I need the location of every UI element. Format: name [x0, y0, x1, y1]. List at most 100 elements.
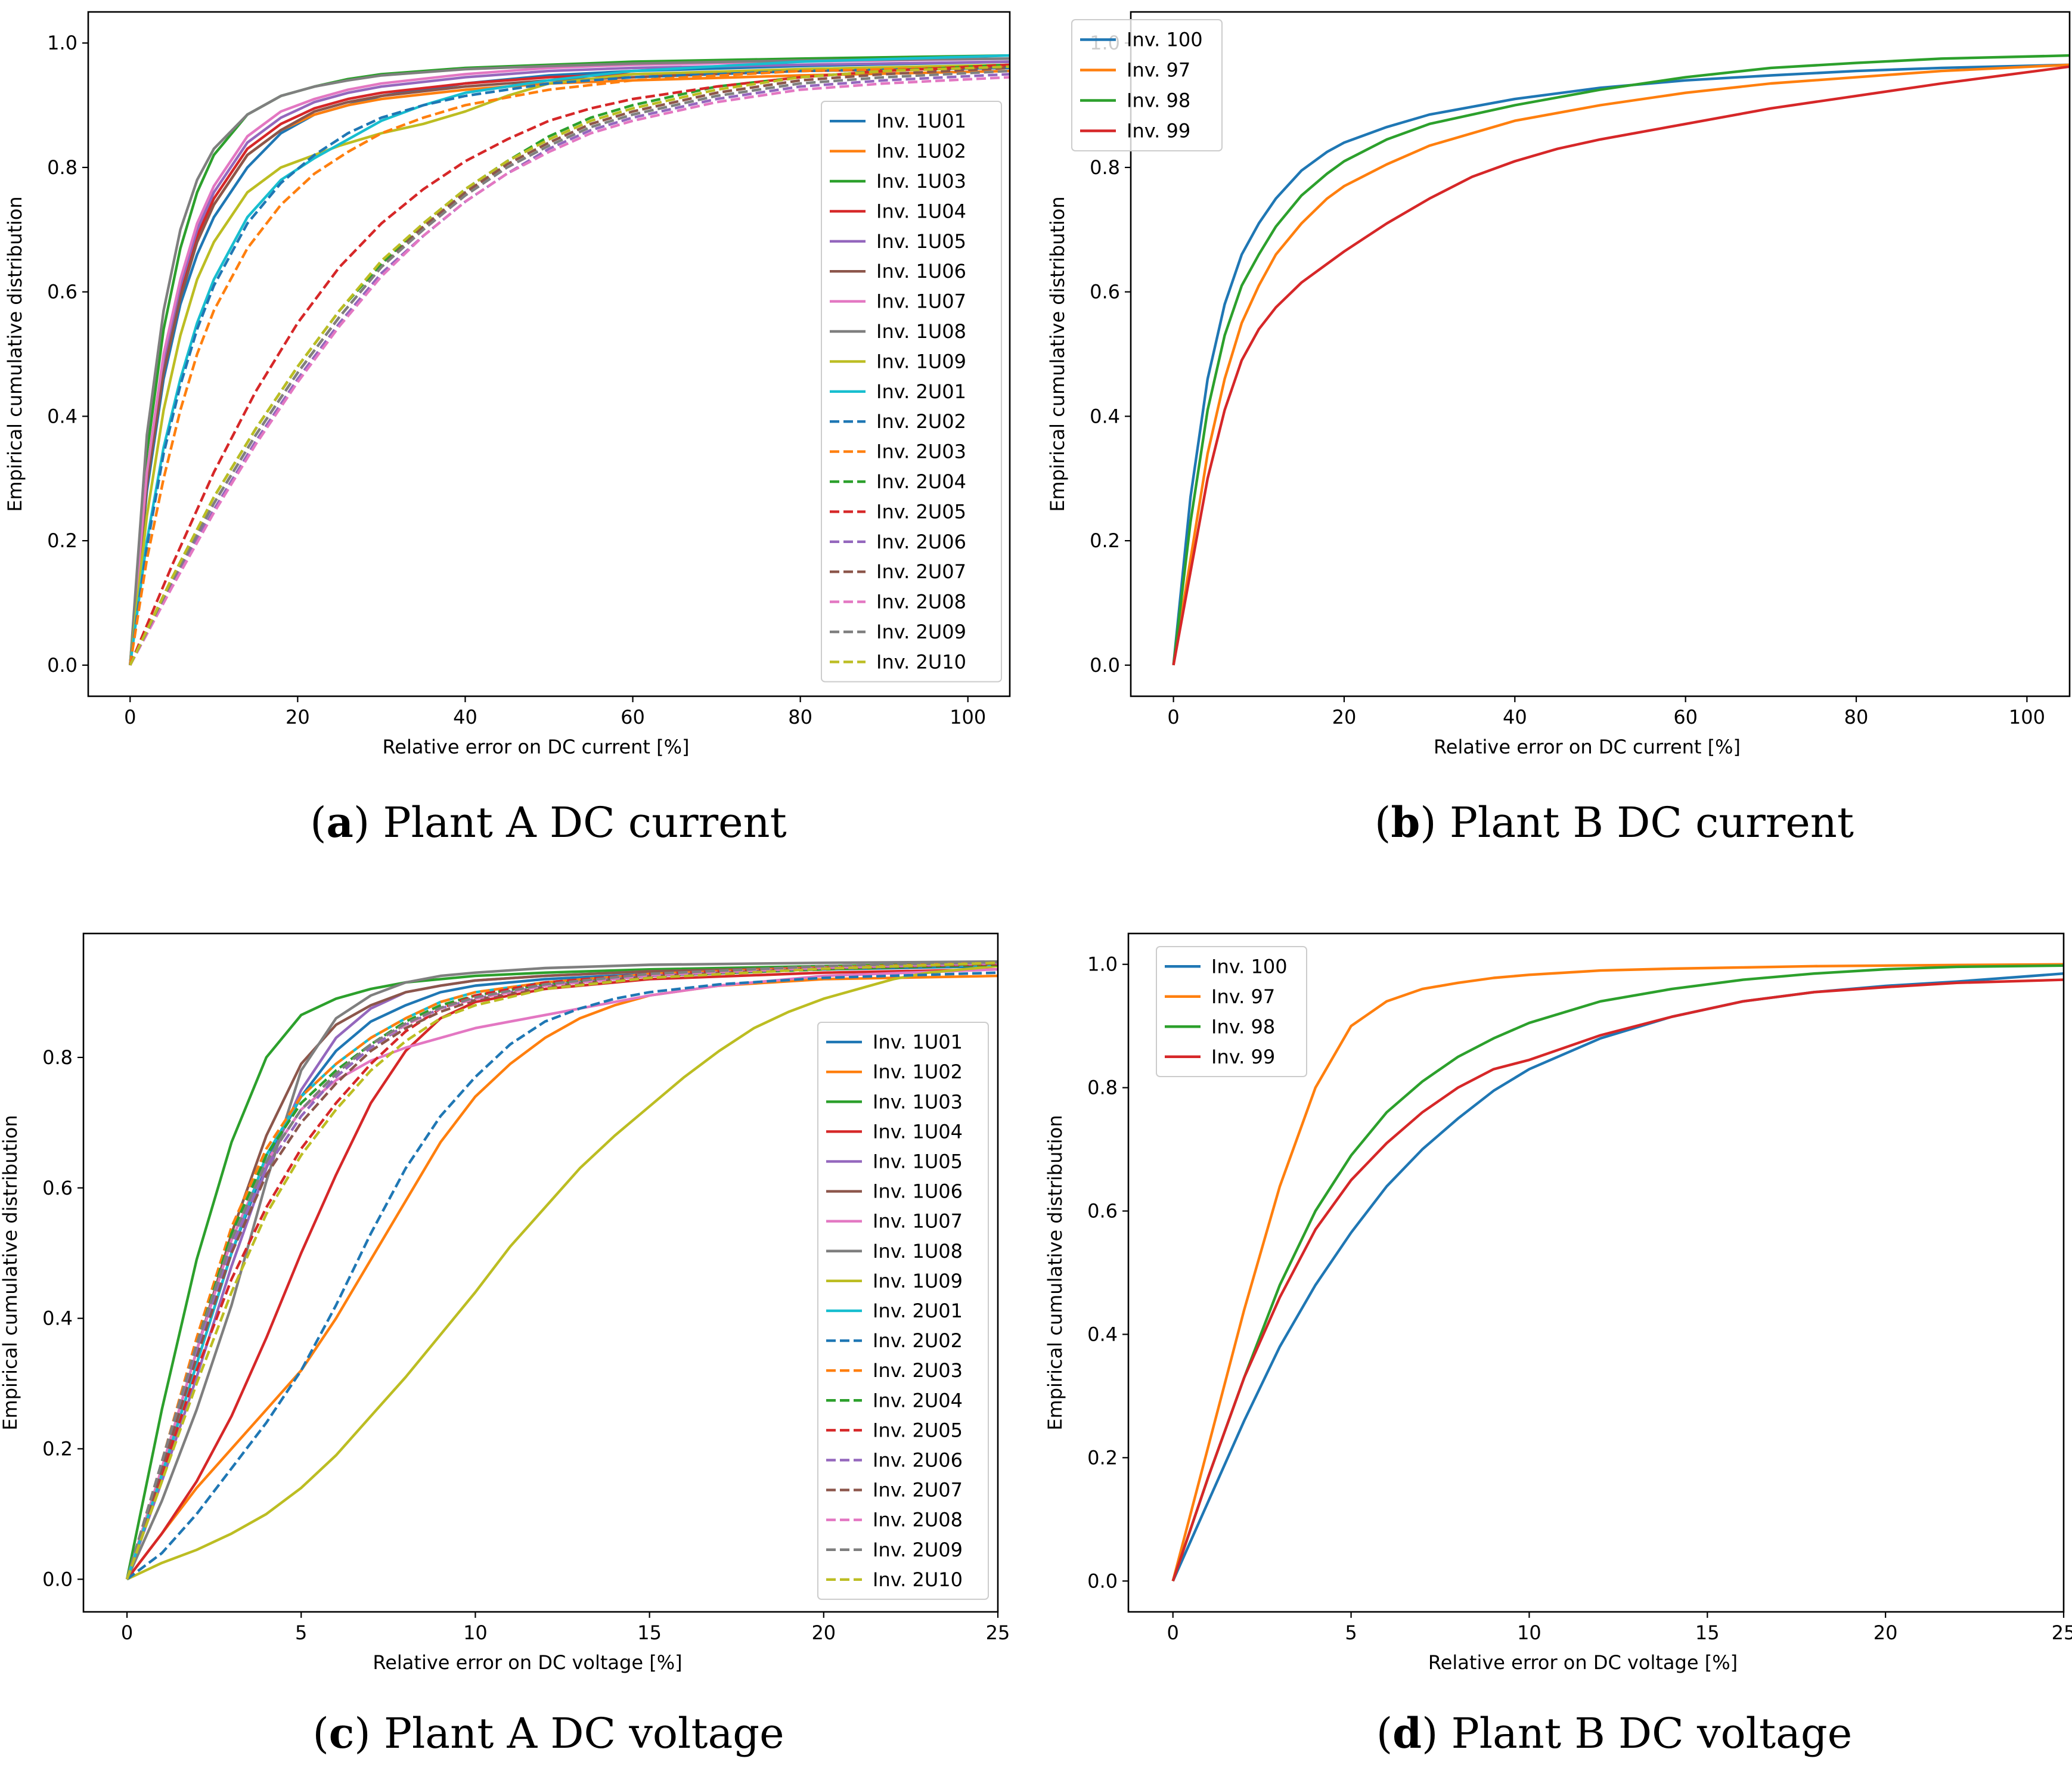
y-tick-label: 0.2: [1087, 1446, 1118, 1469]
series-line-inv-1u07: [129, 57, 1010, 665]
legend-label: Inv. 2U02: [876, 410, 966, 433]
legend-label: Inv. 1U05: [873, 1150, 963, 1173]
y-tick-label: 0.6: [42, 1177, 73, 1199]
y-tick-label: 0.8: [47, 156, 77, 179]
x-tick-label: 80: [1844, 706, 1869, 728]
legend: Inv. 100 Inv. 97 Inv. 98 Inv. 99: [1071, 19, 1223, 151]
series-line-inv-2u05: [129, 63, 1010, 666]
series-group: [1172, 54, 2070, 666]
series-line-inv-2u10: [129, 65, 1010, 666]
series-line-inv-98: [1171, 964, 2064, 1582]
x-tick-label: 40: [453, 706, 477, 728]
series-line-inv-97: [1172, 63, 2070, 666]
legend-label: Inv. 2U01: [876, 380, 966, 403]
legend-box: [817, 1022, 989, 1600]
legend-label: Inv. 100: [1127, 29, 1203, 51]
x-tick-label: 25: [2052, 1621, 2072, 1644]
x-tick-label: 20: [811, 1621, 836, 1644]
legend-label: Inv. 1U07: [873, 1210, 963, 1233]
legend-label: Inv. 1U09: [873, 1270, 963, 1292]
legend-label: Inv. 1U04: [873, 1120, 963, 1143]
caption-letter-b: b: [1391, 798, 1420, 847]
legend: Inv. 1U01 Inv. 1U02 Inv. 1U03 Inv. 1U04 Inv.…: [821, 101, 1002, 683]
legend-label: Inv. 1U03: [873, 1090, 963, 1113]
legend-label: Inv. 2U05: [876, 500, 966, 523]
caption-d: (d) Plant B DC voltage: [1376, 1708, 1853, 1758]
legend-label: Inv. 2U06: [876, 531, 966, 553]
panel-a: 0 20 40 60 80 100 0.0 0.2 0.4 0.6 0.8 1.0 Relative e…: [0, 0, 1036, 887]
series-line-inv-99: [1171, 978, 2064, 1582]
y-tick-label: 0.4: [1087, 1323, 1118, 1345]
y-tick-label: 0.4: [1090, 405, 1120, 427]
legend-label: Inv. 98: [1211, 1015, 1275, 1038]
x-tick-label: 25: [986, 1621, 1010, 1644]
x-axis-label: Relative error on DC voltage [%]: [373, 1651, 682, 1674]
legend-label: Inv. 1U08: [876, 320, 966, 343]
y-tick-label: 0.0: [1087, 1570, 1118, 1592]
y-axis-label: Empirical cumulative distribution: [1046, 196, 1069, 511]
legend-label: Inv. 2U09: [876, 621, 966, 643]
series-line-inv-100: [1172, 63, 2070, 666]
legend-label: Inv. 2U10: [873, 1568, 963, 1591]
y-tick-label: 1.0: [1087, 953, 1118, 976]
y-tick-label: 0.6: [1087, 1200, 1118, 1223]
legend-label: Inv. 1U04: [876, 200, 966, 222]
y-tick-label: 0.0: [42, 1568, 73, 1590]
series-line-inv-2u10: [125, 962, 998, 1580]
legend-label: Inv. 2U01: [873, 1300, 963, 1322]
series-group: [1171, 963, 2064, 1582]
plot-area: [87, 11, 1011, 697]
x-tick-label: 10: [463, 1621, 488, 1644]
series-line-inv-1u04: [126, 968, 998, 1580]
legend-label: Inv. 2U08: [873, 1509, 963, 1531]
series-line-inv-1u03: [125, 962, 998, 1580]
series-line-inv-2u01: [129, 54, 1010, 666]
legend-box: [1071, 19, 1223, 151]
y-axis-label: Empirical cumulative distribution: [0, 1115, 21, 1430]
legend-label: Inv. 1U07: [876, 290, 966, 313]
legend: Inv. 1U01 Inv. 1U02 Inv. 1U03 Inv. 1U04 Inv.…: [817, 1022, 989, 1600]
legend-label: Inv. 1U06: [876, 260, 966, 283]
caption-text-a: Plant A DC current: [383, 798, 787, 847]
y-tick-label: 0.2: [1090, 529, 1120, 552]
chart-d: 0 5 10 15 20 25 0.0 0.2 0.4 0.6 0.8 1.0 Relative err…: [1044, 932, 2072, 1674]
caption-text-b: Plant B DC current: [1449, 798, 1854, 847]
series-line-inv-2u02: [129, 66, 1010, 666]
series-line-inv-1u08: [129, 57, 1010, 665]
x-tick-label: 60: [621, 706, 645, 728]
caption-a: (a) Plant A DC current: [310, 798, 787, 847]
x-tick-label: 15: [637, 1621, 662, 1644]
series-line-inv-1u09: [129, 63, 1010, 666]
x-tick-label: 15: [1695, 1621, 1720, 1644]
chart-a: 0 20 40 60 80 100 0.0 0.2 0.4 0.6 0.8 1.0 Relative e…: [4, 11, 1011, 758]
series-line-inv-2u03: [129, 65, 1010, 666]
plot-area: [82, 932, 999, 1613]
x-axis-label: Relative error on DC current [%]: [382, 736, 689, 758]
legend-label: Inv. 1U06: [873, 1180, 963, 1203]
legend-label: Inv. 1U09: [876, 350, 966, 373]
legend-label: Inv. 2U03: [876, 441, 966, 463]
x-tick-label: 20: [1332, 706, 1357, 728]
x-tick-label: 0: [124, 706, 136, 728]
legend-label: Inv. 1U01: [873, 1031, 963, 1053]
y-tick-label: 0.2: [47, 529, 77, 552]
y-tick-label: 0.8: [1090, 156, 1120, 179]
series-group: [129, 54, 1010, 666]
caption-letter-a: a: [326, 798, 353, 847]
plot-area: [1130, 11, 2071, 697]
legend-box: [1156, 946, 1307, 1077]
series-line-inv-2u09: [129, 69, 1010, 666]
legend-label: Inv. 1U03: [876, 170, 966, 193]
legend-label: Inv. 1U05: [876, 230, 966, 253]
plot-area: [1127, 932, 2065, 1613]
caption-text-c: Plant A DC voltage: [383, 1709, 784, 1758]
legend-label: Inv. 2U03: [873, 1359, 963, 1382]
x-tick-label: 100: [950, 706, 986, 728]
x-axis-label: Relative error on DC current [%]: [1434, 736, 1741, 758]
x-tick-label: 20: [1874, 1621, 1898, 1644]
y-tick-label: 0.4: [42, 1307, 73, 1330]
chart-c: 0 5 10 15 20 25 0.0 0.2 0.4 0.6 0.8 Relative error …: [0, 932, 1010, 1674]
series-line-inv-2u03: [125, 962, 998, 1580]
